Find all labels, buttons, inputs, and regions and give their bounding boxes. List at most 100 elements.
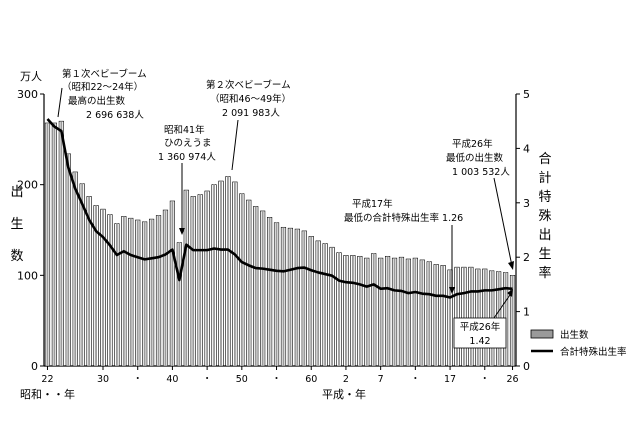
bar-fill	[199, 194, 202, 366]
annotation-hinoeuma: 昭和41年 ひのえうま 1 360 974人	[158, 124, 216, 235]
legend-line-label: 合計特殊出生率	[560, 346, 627, 358]
annotation-line: 最高の出生数	[68, 95, 126, 107]
x-tick-label: 22	[41, 374, 53, 385]
bar-fill	[303, 230, 306, 366]
bar-fill	[449, 269, 451, 366]
legend-bar-label: 出生数	[560, 329, 589, 341]
x-tick-label: 26	[506, 374, 518, 385]
bar-fill	[379, 258, 382, 366]
bar-fill	[456, 267, 458, 366]
annotation-h26-tfr: 平成26年 1.42	[453, 289, 513, 349]
bar-fill	[254, 206, 257, 366]
bar-fill	[324, 243, 327, 366]
left-tick-label: 0	[31, 360, 38, 373]
rate-line	[46, 118, 513, 299]
bar-fill	[102, 209, 104, 366]
bar-fill	[213, 184, 215, 366]
bar-fill	[115, 223, 118, 366]
bar-fill	[206, 191, 209, 366]
annotation-line: 平成17年	[352, 198, 393, 210]
bar-fill	[240, 193, 243, 366]
right-tick-label: 0	[523, 360, 530, 373]
right-tick-label: 5	[523, 88, 530, 101]
annotation-pointer	[231, 119, 239, 171]
bar-fill	[129, 218, 132, 366]
era-label-showa: 昭和・・年	[20, 387, 75, 401]
annotation-arrowhead	[179, 228, 185, 235]
bar-fill	[358, 256, 361, 366]
left-tick-label: 300	[17, 88, 38, 101]
x-tick-label: 50	[236, 374, 248, 385]
left-tick-label: 100	[17, 269, 38, 282]
x-tick-label: 2	[343, 374, 349, 385]
x-tick-label: ・	[272, 374, 282, 385]
bar-fill	[421, 259, 424, 366]
bar-fill	[345, 255, 347, 366]
bar-fill	[261, 210, 264, 366]
right-axis-label-char: 殊	[538, 209, 551, 224]
annotation-arrowhead	[449, 287, 455, 294]
bar-fill	[67, 153, 70, 366]
right-axis-label-char: 率	[538, 265, 551, 281]
bar-fill	[233, 181, 236, 366]
right-axis-label: 合計特殊出生率	[538, 152, 551, 281]
bar-fill	[95, 205, 97, 366]
annotation-line: ひのえうま	[164, 138, 212, 149]
annotation-line: 昭和41年	[164, 124, 205, 136]
bar-fill	[442, 265, 445, 366]
annotation-line: 第２次ベビーブーム	[206, 79, 291, 91]
bar-fill	[275, 222, 278, 366]
x-tick-label: ・	[202, 374, 212, 385]
right-axis-label-char: 特	[538, 190, 551, 205]
legend-bar-swatch	[530, 329, 554, 339]
x-tick-label: 40	[166, 374, 178, 385]
bar-fill	[157, 215, 160, 366]
bar-fill	[122, 216, 125, 366]
bar-fill	[511, 275, 514, 366]
left-tick-label: 200	[17, 179, 38, 192]
annotation-line: 平成26年	[460, 321, 501, 333]
line-series	[46, 118, 513, 299]
annotation-line: （昭和46～49年）	[210, 93, 291, 105]
bar-fill	[365, 258, 368, 366]
left-axis-label: 出 生 数	[10, 185, 23, 264]
x-tick-label: 30	[97, 374, 109, 385]
bar-fill	[400, 257, 403, 366]
bar-fill	[282, 227, 285, 366]
annotation-pointer	[493, 177, 513, 267]
bar-fill	[428, 261, 431, 366]
era-label-heisei: 平成・年	[322, 387, 366, 401]
x-tick-label: ・	[411, 374, 421, 385]
bar-fill	[150, 219, 153, 366]
left-unit-label: 万人	[20, 70, 42, 83]
bar-fill	[407, 259, 410, 366]
bar-series	[44, 120, 516, 367]
bar-fill	[171, 200, 174, 366]
bar-fill	[136, 220, 139, 366]
right-tick-label: 1	[523, 306, 530, 319]
bar-fill	[247, 200, 250, 366]
annotation-line: 1 003 532人	[452, 167, 510, 178]
bar-fill	[393, 258, 396, 366]
bar-fill	[296, 229, 299, 366]
right-tick-label: 2	[523, 251, 530, 264]
bar-fill	[463, 267, 465, 366]
right-tick-label: 4	[523, 142, 530, 155]
bar-fill	[220, 181, 222, 366]
left-axis-label-char: 数	[10, 249, 23, 264]
bar-fill	[435, 264, 438, 366]
bar-fill	[268, 217, 271, 366]
bar-fill	[185, 190, 188, 366]
annotation-line: 1 360 974人	[158, 152, 216, 163]
annotation-line: （昭和22～24年）	[62, 81, 143, 93]
right-axis-label-char: 計	[538, 170, 551, 186]
bar-fill	[414, 258, 417, 366]
annotation-arrowhead	[507, 289, 513, 297]
bar-fill	[476, 268, 479, 366]
bar-fill	[310, 236, 313, 366]
right-axis-label-char: 生	[538, 247, 551, 262]
annotation-line: 第１次ベビーブーム	[62, 68, 147, 80]
bar-fill	[351, 255, 354, 366]
